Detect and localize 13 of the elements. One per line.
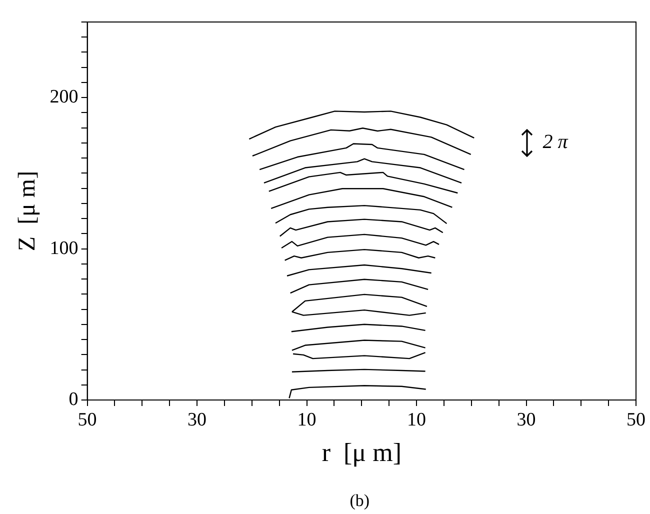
x-tick-label: 50: [626, 409, 646, 430]
x-tick-label: 30: [188, 409, 207, 430]
text: (b): [350, 490, 370, 510]
x-tick-label: 30: [516, 409, 536, 430]
x-tick-label: 10: [297, 409, 316, 430]
y-tick-label: 100: [50, 238, 78, 259]
y-tick-label: 200: [50, 86, 78, 108]
y-axis-title: Z [μ m]: [14, 170, 41, 252]
y-tick-label: 0: [68, 388, 78, 410]
x-tick-label: 10: [407, 409, 426, 430]
annotation: 2 π: [542, 131, 569, 154]
x-axis-title: r [μ m]: [322, 438, 402, 468]
x-tick-label: 50: [78, 409, 97, 430]
